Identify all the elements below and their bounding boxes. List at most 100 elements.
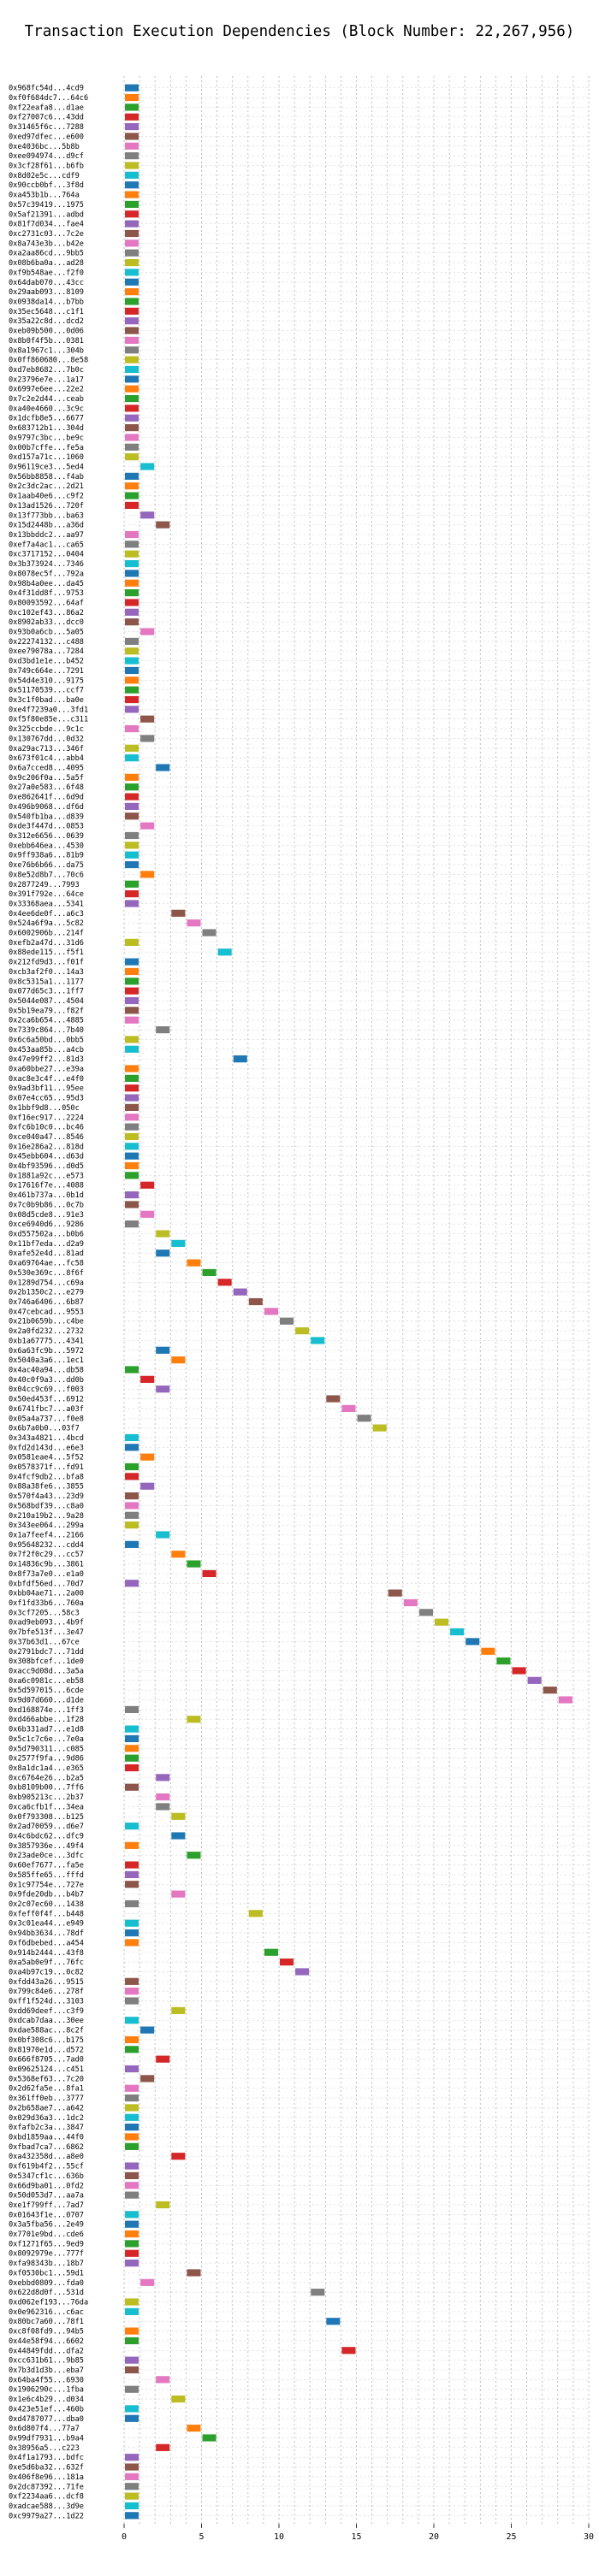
transaction-bar [156, 2201, 170, 2209]
transaction-bar [125, 375, 139, 383]
x-tick-label: 10 [274, 2532, 284, 2542]
y-tick-label: 0x50d053d7...aa7a [9, 2192, 84, 2201]
transaction-bar [280, 1317, 294, 1325]
transaction-bar [187, 1852, 201, 1859]
y-tick-label: 0x08b6ba0a...ad28 [9, 259, 84, 268]
y-tick-label: 0x94bb3634...78df [9, 1929, 84, 1938]
y-tick-label: 0xe1f799ff...7ad7 [9, 2201, 84, 2210]
y-tick-label: 0x3c1f0bad...ba0e [9, 696, 84, 705]
y-tick-label: 0xf2234aa6...dcf8 [9, 2493, 84, 2502]
y-tick-label: 0xfa98343b...18b7 [9, 2260, 84, 2268]
transaction-bar [125, 171, 139, 179]
y-tick-label: 0x077d65c3...1ff7 [9, 988, 84, 996]
transaction-bar [125, 2084, 139, 2092]
transaction-bar [125, 1103, 139, 1111]
transaction-bar [125, 2133, 139, 2141]
transaction-bar [311, 2289, 325, 2296]
transaction-bar [125, 1705, 139, 1713]
transaction-bar [125, 1143, 139, 1150]
transaction-bar [125, 1191, 139, 1199]
y-tick-label: 0xdd69deef...c3f9 [9, 2007, 84, 2016]
transaction-bar [311, 1337, 325, 1344]
y-tick-label: 0x5044e087...4504 [9, 997, 84, 1006]
transaction-bar [125, 424, 139, 432]
y-tick-label: 0xf619b4f2...55cf [9, 2163, 84, 2171]
transaction-bar [125, 2307, 139, 2315]
transaction-bar [156, 1230, 170, 1238]
transaction-bar [125, 1084, 139, 1092]
y-tick-label: 0xbfdf56ed...70d7 [9, 1580, 84, 1588]
y-tick-label: 0x2b1350c2...e279 [9, 1289, 84, 1297]
transaction-bar [125, 724, 139, 733]
transaction-bar [125, 2356, 139, 2364]
transaction-bar [125, 793, 139, 801]
y-tick-label: 0x029d36a3...1dc2 [9, 2114, 84, 2123]
transaction-bar [125, 181, 139, 189]
transaction-bar [171, 2153, 186, 2160]
transaction-bar [125, 2065, 139, 2073]
y-tick-label: 0x799c84e6...278f [9, 1988, 84, 1996]
transaction-bar [202, 929, 216, 936]
transaction-bar [125, 1502, 139, 1510]
transaction-bar [125, 1114, 139, 1121]
transaction-bar [125, 1366, 139, 1374]
y-tick-label: 0x2ad70059...d6e7 [9, 1823, 84, 1831]
transaction-bar [125, 608, 139, 616]
transaction-bar [140, 2278, 155, 2286]
y-tick-label: 0x7c2e2d44...ceab [9, 395, 84, 404]
transaction-bar [125, 530, 139, 539]
y-tick-label: 0xfbad7ca7...6862 [9, 2143, 84, 2152]
y-tick-label: 0x7b3d1d3b...eba7 [9, 2366, 84, 2375]
y-tick-label: 0xcb3af2f0...14a3 [9, 968, 84, 977]
y-tick-label: 0x2877249...7993 [9, 881, 80, 889]
y-tick-label: 0x29aab093...8109 [9, 288, 84, 297]
y-tick-label: 0xf22eafa8...d1ae [9, 103, 84, 112]
y-tick-label: 0x8b0f4f5b...0381 [9, 337, 84, 346]
transaction-bar [125, 258, 139, 267]
transaction-bar [140, 871, 155, 878]
transaction-bar [125, 1939, 139, 1947]
transaction-bar [357, 1415, 371, 1422]
transaction-bar [125, 978, 139, 985]
y-tick-label: 0xf5f80e85e...c311 [9, 716, 88, 724]
y-tick-label: 0xd062ef193...76da [9, 2299, 88, 2307]
y-tick-label: 0x88a38fe6...3855 [9, 1483, 84, 1492]
transaction-bar [496, 1657, 511, 1665]
y-tick-label: 0x461b737a...0b1d [9, 1191, 84, 1200]
transaction-bar [125, 1900, 139, 1908]
transaction-bar [202, 2434, 216, 2442]
transaction-bar [125, 2512, 139, 2520]
y-tick-label: 0x11bf7eda...d2a9 [9, 1240, 84, 1249]
transaction-bar [450, 1628, 465, 1636]
y-tick-label: 0x585ffe65...fffd [9, 1871, 84, 1880]
y-tick-label: 0x15d2448b...a36d [9, 522, 84, 530]
transaction-bar [125, 1094, 139, 1102]
y-tick-label: 0xb905213c...2b37 [9, 1793, 84, 1802]
y-tick-label: 0x8c5315a1...1177 [9, 978, 84, 986]
transaction-bar [388, 1589, 402, 1597]
transaction-bar [125, 579, 139, 587]
transaction-bar [125, 298, 139, 305]
x-tick-label: 20 [429, 2532, 439, 2542]
y-tick-label: 0x7701e9bd...cde6 [9, 2230, 84, 2239]
y-tick-label: 0x540fb1ba...d839 [9, 812, 84, 821]
y-tick-label: 0x0f793308...b125 [9, 1813, 84, 1822]
y-tick-label: 0x14836c9b...3861 [9, 1561, 84, 1569]
transaction-bar [156, 1793, 170, 1801]
y-tick-label: 0x93b0a6cb...5a05 [9, 629, 84, 637]
transaction-bar [156, 1250, 170, 1257]
y-tick-label: 0x2d62fa5e...8fa1 [9, 2085, 84, 2094]
y-tick-label: 0xd4787077...dba0 [9, 2415, 84, 2424]
transaction-bar [125, 346, 139, 354]
y-tick-label: 0x17616f7e...4088 [9, 1182, 84, 1191]
y-tick-label: 0x13ad1526...720f [9, 502, 84, 511]
transaction-bar [202, 1569, 216, 1578]
y-tick-label: 0xd7eb8682...7b0c [9, 366, 84, 375]
y-tick-label: 0x64dab070...43cc [9, 279, 84, 287]
transaction-bar [125, 2502, 139, 2510]
transaction-bar [140, 1453, 155, 1461]
y-tick-label: 0x423e51ef...460b [9, 2405, 84, 2414]
y-tick-label: 0x4f1a1793...bdfc [9, 2454, 84, 2462]
